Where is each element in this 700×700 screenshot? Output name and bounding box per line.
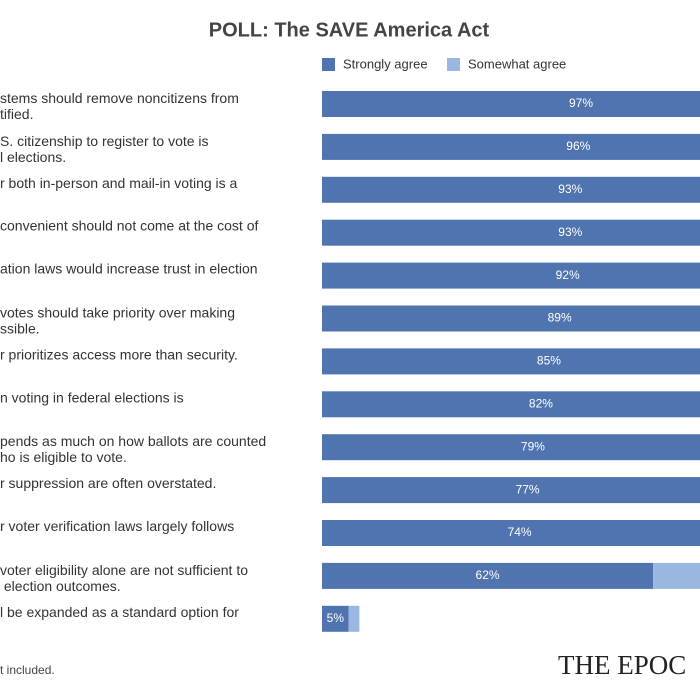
value-label: 92%: [556, 268, 580, 282]
bar-segment: [322, 605, 349, 632]
category-label: r suppression are often overstated.: [0, 475, 216, 491]
chart-title: POLL: The SAVE America Act: [209, 19, 490, 41]
value-label: 5%: [327, 611, 345, 625]
value-label: 85%: [537, 354, 561, 368]
category-label: votes should take priority over making ss…: [0, 304, 235, 336]
category-label: r voter verification laws largely follow…: [0, 518, 234, 534]
legend-swatch: [447, 58, 460, 71]
value-label: 79%: [521, 439, 545, 453]
category-label: l be expanded as a standard option for: [0, 604, 239, 620]
value-label: 97%: [569, 96, 593, 110]
bar-segment: [322, 477, 700, 504]
legend-label: Strongly agree: [343, 56, 428, 71]
bar-segment: [322, 562, 654, 589]
category-label: convenient should not come at the cost o…: [0, 217, 258, 233]
value-label: 74%: [508, 525, 532, 539]
value-label: 89%: [548, 311, 572, 325]
category-label: S. citizenship to register to vote is l e…: [0, 133, 209, 165]
category-label: r prioritizes access more than security.: [0, 346, 238, 362]
value-label: 77%: [516, 482, 540, 496]
bar-segment: [322, 133, 700, 160]
category-label: ation laws would increase trust in elect…: [0, 260, 258, 276]
footnote: t included.: [0, 663, 55, 677]
logo: THE EPOC: [558, 650, 686, 680]
bar-segment: [322, 262, 700, 289]
value-label: 96%: [566, 139, 590, 153]
category-label: voter eligibility alone are not sufficie…: [0, 562, 248, 594]
value-label: 82%: [529, 396, 553, 410]
value-label: 93%: [558, 225, 582, 239]
category-label: stems should remove noncitizens from tifi…: [0, 90, 239, 122]
bar-segment: [653, 562, 700, 589]
bar-segment: [322, 305, 700, 332]
legend-label: Somewhat agree: [468, 56, 566, 71]
bar-segment: [322, 520, 700, 546]
value-label: 93%: [558, 182, 582, 196]
bar-segment: [322, 348, 700, 375]
bar-segment: [322, 219, 700, 246]
category-label: n voting in federal elections is: [0, 389, 184, 405]
legend-swatch: [322, 58, 335, 71]
category-label: r both in-person and mail-in voting is a: [0, 175, 238, 191]
category-label: pends as much on how ballots are counted…: [0, 433, 266, 465]
bar-segment: [322, 434, 700, 461]
bar-segment: [348, 605, 360, 632]
bar-segment: [322, 391, 700, 418]
bar-segment: [322, 176, 700, 203]
value-label: 62%: [476, 568, 500, 582]
bar-segment: [322, 91, 700, 117]
